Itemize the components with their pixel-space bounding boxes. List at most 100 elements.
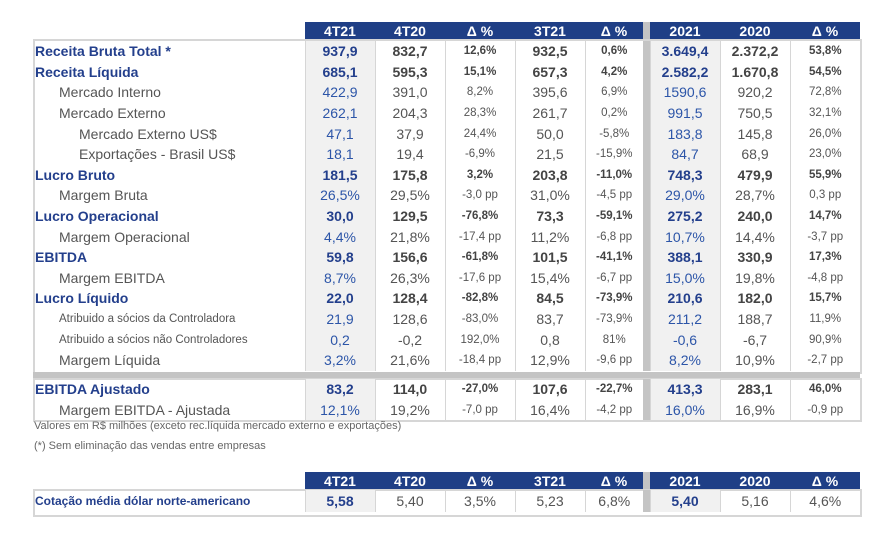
cell-4t20: 19,4 <box>374 143 445 165</box>
cell-3t21: 31,0% <box>514 185 585 206</box>
column-gap <box>643 329 650 350</box>
row-label: Lucro Operacional <box>35 208 159 225</box>
cell-2021: 413,3 <box>649 379 720 400</box>
cell-4t21: 0,2 <box>304 329 375 350</box>
cell-delta-3t21: 4,2% <box>584 61 643 83</box>
cell-4t20: 37,9 <box>374 123 445 144</box>
column-header-2021: 2021 <box>669 473 701 489</box>
cell-delta-3t21: -15,9% <box>584 143 643 165</box>
cell-4t21: 422,9 <box>304 82 375 103</box>
cell-4t20: -0,2 <box>374 329 445 350</box>
cell-4t21: 47,1 <box>304 123 375 144</box>
cell-delta-2020: 11,9% <box>789 308 860 330</box>
column-gap <box>643 41 650 62</box>
column-header-3t21: 3T21 <box>534 23 566 39</box>
cell-delta-2020: 72,8% <box>789 82 860 103</box>
cell-2021: 2.582,2 <box>649 61 720 83</box>
table-row: Cotação média dólar norte-americano 5,58 5… <box>35 490 860 512</box>
cell-4t20: 129,5 <box>374 205 445 227</box>
cell-4t20: 595,3 <box>374 61 445 83</box>
cell-delta-3t21: -11,0% <box>584 164 643 186</box>
column-gap <box>643 205 650 227</box>
cell-delta-3t21: 6,8% <box>584 490 643 512</box>
fx-table-header: 4T21 4T20 Δ % 3T21 Δ % 2021 2020 Δ % <box>305 472 860 491</box>
cell-3t21: 203,8 <box>514 164 585 186</box>
cell-4t20: 128,6 <box>374 308 445 330</box>
column-gap <box>643 490 650 512</box>
table-row: EBITDA 59,8 156,6 -61,8% 101,5 -41,1% 388,1 330… <box>35 246 860 268</box>
cell-2020: 145,8 <box>719 123 790 144</box>
fx-rate-table: Cotação média dólar norte-americano 5,58 5… <box>35 490 860 512</box>
column-gap <box>643 308 650 330</box>
cell-4t20: 391,0 <box>374 82 445 103</box>
cell-delta-2020: 14,7% <box>789 205 860 227</box>
cell-delta-4t20: 28,3% <box>444 102 515 124</box>
cell-delta-4t20: 8,2% <box>444 82 515 103</box>
row-label: Exportações - Brasil US$ <box>79 146 236 163</box>
column-header-4t21: 4T21 <box>324 473 356 489</box>
cell-2020: -6,7 <box>719 329 790 350</box>
column-header-delta-4t20: Δ % <box>466 473 494 489</box>
column-gap <box>643 246 650 268</box>
column-header-delta-2020: Δ % <box>811 473 839 489</box>
cell-2021: 16,0% <box>649 399 720 421</box>
column-header-4t21: 4T21 <box>324 23 356 39</box>
cell-4t21: 3,2% <box>304 349 375 371</box>
cell-3t21: 395,6 <box>514 82 585 103</box>
cell-4t21: 21,9 <box>304 308 375 330</box>
cell-delta-4t20: -17,4 pp <box>444 226 515 247</box>
cell-delta-2020: -0,9 pp <box>789 399 860 421</box>
cell-4t21: 18,1 <box>304 143 375 165</box>
cell-delta-2020: -3,7 pp <box>789 226 860 247</box>
cell-3t21: 50,0 <box>514 123 585 144</box>
cell-4t20: 832,7 <box>374 41 445 62</box>
cell-delta-2020: 15,7% <box>789 288 860 309</box>
table-row: Mercado Interno 422,9 391,0 8,2% 395,6 6,9% 15… <box>35 82 860 103</box>
cell-3t21: 15,4% <box>514 267 585 289</box>
cell-delta-2020: 55,9% <box>789 164 860 186</box>
cell-2021: 3.649,4 <box>649 41 720 62</box>
row-label: Mercado Interno <box>59 84 161 101</box>
cell-4t21: 26,5% <box>304 185 375 206</box>
cell-2020: 28,7% <box>719 185 790 206</box>
cell-3t21: 84,5 <box>514 288 585 309</box>
cell-delta-2020: -2,7 pp <box>789 349 860 371</box>
table-row: Atribuido a sócios não Controladores 0,2-… <box>35 329 860 350</box>
cell-delta-2020: 46,0% <box>789 379 860 400</box>
column-gap <box>643 61 650 83</box>
cell-4t20: 128,4 <box>374 288 445 309</box>
cell-2021: 388,1 <box>649 246 720 268</box>
cell-delta-4t20: -61,8% <box>444 246 515 268</box>
row-label: Receita Bruta Total * <box>35 43 171 60</box>
cell-delta-2020: 0,3 pp <box>789 185 860 206</box>
row-label: Receita Líquida <box>35 63 139 80</box>
cell-3t21: 0,8 <box>514 329 585 350</box>
cell-delta-3t21: 6,9% <box>584 82 643 103</box>
cell-3t21: 101,5 <box>514 246 585 268</box>
cell-delta-4t20: 3,5% <box>444 490 515 512</box>
cell-4t21: 5,58 <box>304 490 375 512</box>
cell-2021: 1590,6 <box>649 82 720 103</box>
cell-4t21: 181,5 <box>304 164 375 186</box>
cell-delta-4t20: 12,6% <box>444 41 515 62</box>
row-label: Mercado Externo <box>59 105 166 122</box>
cell-3t21: 83,7 <box>514 308 585 330</box>
column-gap <box>643 82 650 103</box>
cell-4t20: 19,2% <box>374 399 445 421</box>
cell-2020: 19,8% <box>719 267 790 289</box>
asterisk-note: (*) Sem eliminação das vendas entre empr… <box>34 440 266 452</box>
cell-delta-4t20: -6,9% <box>444 143 515 165</box>
cell-2020: 2.372,2 <box>719 41 790 62</box>
cell-4t21: 59,8 <box>304 246 375 268</box>
cell-2021: 748,3 <box>649 164 720 186</box>
cell-4t20: 156,6 <box>374 246 445 268</box>
cell-2021: -0,6 <box>649 329 720 350</box>
row-label: Mercado Externo US$ <box>79 125 217 142</box>
cell-3t21: 12,9% <box>514 349 585 371</box>
cell-delta-2020: 17,3% <box>789 246 860 268</box>
cell-delta-2020: 53,8% <box>789 41 860 62</box>
cell-2020: 283,1 <box>719 379 790 400</box>
column-gap <box>643 288 650 309</box>
cell-2021: 15,0% <box>649 267 720 289</box>
cell-delta-2020: 90,9% <box>789 329 860 350</box>
